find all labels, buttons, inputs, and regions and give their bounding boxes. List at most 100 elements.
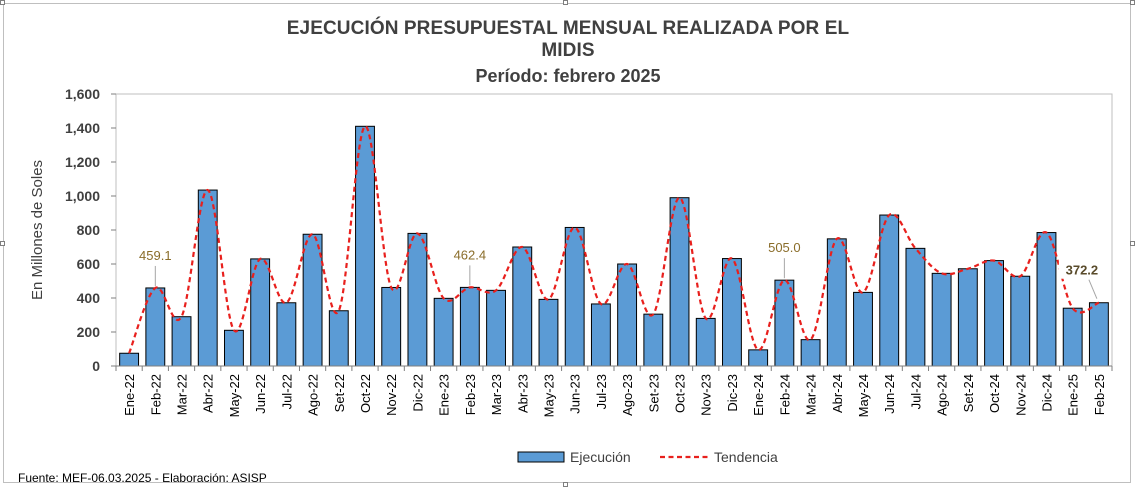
x-tick-label: Feb-25	[1092, 374, 1107, 415]
x-tick-label: Feb-23	[463, 374, 478, 415]
data-label: 462.4	[454, 247, 487, 262]
x-tick-label: Mar-22	[175, 374, 190, 415]
x-tick-label: May-23	[541, 374, 556, 417]
resize-handle-left[interactable]	[0, 241, 5, 246]
bar	[826, 238, 847, 367]
x-tick-label: Nov-24	[1013, 374, 1028, 416]
x-tick-label: Ene-22	[122, 374, 137, 416]
bar	[617, 263, 638, 367]
bar	[564, 226, 585, 367]
resize-handle-top-right[interactable]	[1130, 0, 1135, 5]
legend-label-tendencia: Tendencia	[714, 449, 778, 465]
bar	[1010, 275, 1031, 367]
bar	[407, 232, 428, 367]
bar	[486, 289, 506, 367]
bar	[853, 291, 873, 367]
x-tick-label: Ago-23	[620, 374, 635, 416]
bar	[538, 298, 559, 367]
source-note: Fuente: MEF-06.03.2025 - Elaboración: AS…	[18, 471, 267, 485]
x-tick-label: Mar-24	[804, 374, 819, 415]
legend-label-ejecucion: Ejecución	[570, 449, 631, 465]
title-box: EJECUCIÓN PRESUPUESTAL MENSUAL REALIZADA…	[258, 10, 878, 86]
chart-title: EJECUCIÓN PRESUPUESTAL MENSUAL REALIZADA…	[286, 18, 850, 61]
bar	[984, 260, 1004, 367]
x-tick-label: May-24	[856, 374, 871, 417]
bar	[1088, 302, 1109, 367]
bar	[145, 287, 166, 367]
bar	[957, 268, 978, 367]
legend-swatch-ejecucion	[517, 451, 565, 463]
resize-handle-right[interactable]	[1130, 241, 1135, 246]
bar	[276, 302, 297, 367]
y-tick-label: 1,600	[65, 86, 100, 102]
x-tick-label: Abr-22	[201, 374, 216, 413]
x-tick-label: Jul-24	[908, 374, 923, 409]
x-tick-label: Nov-22	[384, 374, 399, 416]
bar	[1036, 232, 1057, 367]
x-tick-label: Ene-25	[1066, 374, 1081, 416]
x-tick-label: May-22	[227, 374, 242, 417]
x-tick-label: Dic-22	[410, 374, 425, 412]
annotation-box	[1058, 260, 1105, 279]
bar	[433, 297, 454, 367]
y-tick-label: 1,000	[65, 188, 100, 204]
x-tick-label: Jul-22	[279, 374, 294, 409]
bar	[224, 329, 244, 367]
bar	[459, 286, 480, 367]
x-tick-label: Jun-23	[568, 374, 583, 414]
x-tick-label: Ago-24	[935, 374, 950, 416]
x-tick-label: Set-22	[332, 374, 347, 412]
bar	[119, 352, 140, 367]
x-tick-label: Dic-23	[725, 374, 740, 412]
resize-handle-top-left[interactable]	[0, 0, 5, 5]
y-axis-label-box	[22, 146, 54, 316]
x-tick-label: Oct-24	[987, 374, 1002, 413]
resize-handle-bottom[interactable]	[563, 482, 568, 487]
y-axis-label: En Millones de Soles	[29, 160, 46, 300]
trend-line	[128, 125, 1100, 354]
chart-subtitle: Período: febrero 2025	[475, 66, 661, 86]
x-tick-label: Dic-24	[1039, 374, 1054, 412]
bar	[669, 197, 690, 367]
bar	[171, 316, 192, 367]
bar	[328, 310, 349, 367]
bar	[512, 246, 533, 367]
x-tick-label: Ene-24	[751, 374, 766, 416]
x-tick-label: Oct-22	[358, 374, 373, 413]
bar	[643, 313, 664, 367]
bar	[800, 339, 821, 367]
y-tick-label: 800	[77, 222, 101, 238]
x-tick-label: Jun-24	[882, 374, 897, 414]
y-tick-label: 0	[92, 358, 100, 374]
x-tick-label: Oct-23	[673, 374, 688, 413]
data-label: 505.0	[768, 240, 801, 255]
bar	[1062, 307, 1083, 367]
x-tick-label: Abr-24	[830, 374, 845, 413]
bar	[748, 349, 769, 367]
bar	[931, 272, 952, 367]
y-tick-label: 1,400	[65, 120, 100, 136]
resize-handle-top[interactable]	[563, 0, 568, 5]
x-tick-label: Set-24	[961, 374, 976, 412]
x-tick-label: Jun-22	[253, 374, 268, 414]
y-tick-label: 1,200	[65, 154, 100, 170]
bar	[905, 247, 926, 367]
bar	[590, 303, 611, 367]
y-tick-label: 600	[77, 256, 101, 272]
y-tick-label: 400	[77, 290, 101, 306]
bar	[879, 214, 900, 367]
x-tick-label: Nov-23	[699, 374, 714, 416]
bar	[695, 317, 716, 367]
x-tick-label: Jul-23	[594, 374, 609, 409]
x-tick-label: Abr-23	[515, 374, 530, 413]
data-label: 372.2	[1066, 263, 1099, 278]
y-tick-label: 200	[77, 324, 101, 340]
annotation-leader	[1088, 279, 1098, 299]
x-tick-label: Ago-22	[306, 374, 321, 416]
x-tick-label: Feb-24	[777, 374, 792, 415]
bar	[381, 286, 402, 367]
x-tick-label: Set-23	[646, 374, 661, 412]
x-tick-label: Ene-23	[437, 374, 452, 416]
x-tick-label: Mar-23	[489, 374, 504, 415]
